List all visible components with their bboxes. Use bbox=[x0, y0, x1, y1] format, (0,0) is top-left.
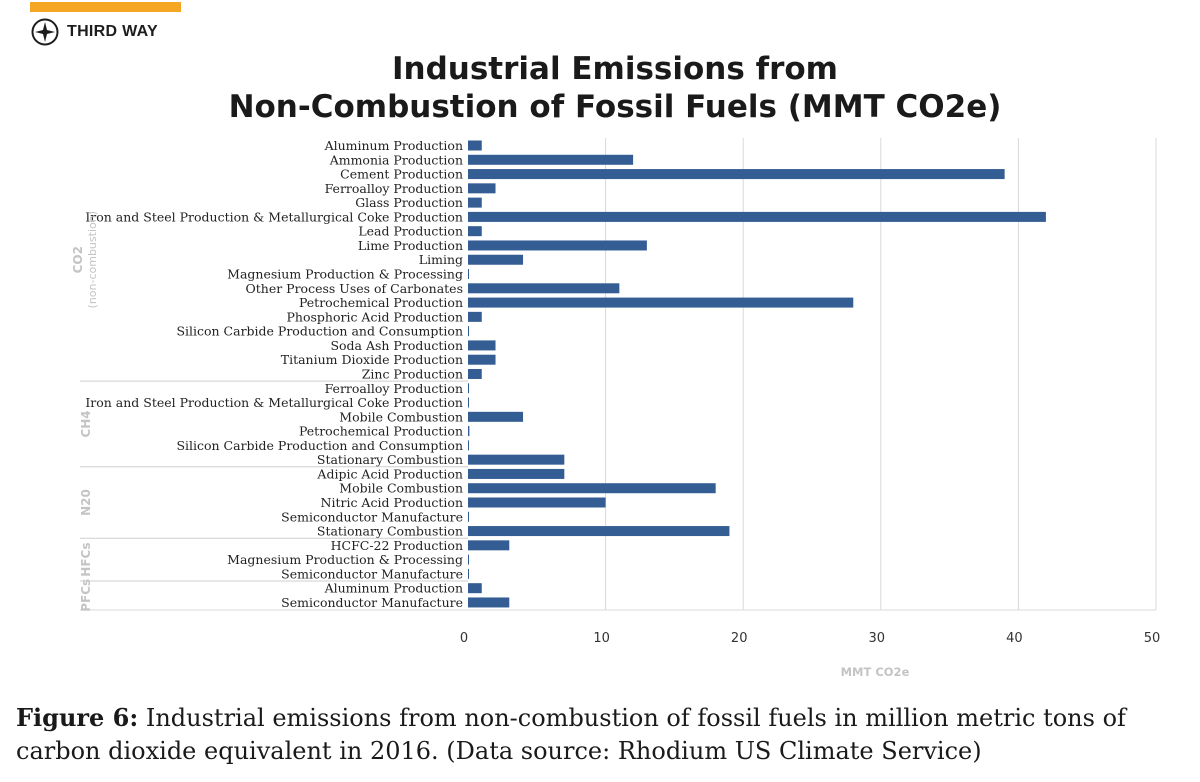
brand-logo: THIRD WAY bbox=[31, 18, 158, 46]
bar-0-11 bbox=[468, 297, 854, 308]
category-label: Semiconductor Manufacture bbox=[281, 595, 463, 610]
bar-0-14 bbox=[468, 340, 496, 351]
group-label-3: HFCs bbox=[79, 543, 93, 577]
category-label: Semiconductor Manufacture bbox=[281, 566, 463, 581]
bar-4-0 bbox=[468, 583, 482, 594]
x-tick-label-1: 10 bbox=[593, 631, 610, 646]
bar-0-9 bbox=[468, 269, 469, 280]
group-label-1: CH4 bbox=[79, 410, 93, 437]
group-label-line: (non-combustion) bbox=[86, 211, 99, 308]
bar-0-7 bbox=[468, 240, 647, 251]
x-axis-label: MMT CO2e bbox=[841, 665, 910, 679]
category-label: Glass Production bbox=[355, 195, 463, 210]
bar-1-4 bbox=[468, 440, 469, 451]
group-label-line: PFCs bbox=[79, 579, 93, 612]
category-label: Ferroalloy Production bbox=[325, 381, 463, 396]
category-label: Iron and Steel Production & Metallurgica… bbox=[85, 209, 463, 224]
bar-0-10 bbox=[468, 283, 620, 294]
bar-0-1 bbox=[468, 154, 634, 165]
category-label: Aluminum Production bbox=[324, 138, 463, 153]
bar-0-6 bbox=[468, 226, 482, 237]
group-label-line: N20 bbox=[79, 489, 93, 516]
bar-0-0 bbox=[468, 140, 482, 151]
bar-2-0 bbox=[468, 468, 565, 479]
category-label: Semiconductor Manufacture bbox=[281, 509, 463, 524]
bar-3-1 bbox=[468, 554, 469, 565]
category-label: Titanium Dioxide Production bbox=[281, 352, 463, 367]
group-label-line: HFCs bbox=[79, 543, 93, 577]
accent-bar bbox=[30, 2, 181, 12]
chart-title: Industrial Emissions from Non-Combustion… bbox=[0, 50, 1200, 126]
figure-caption: Figure 6: Industrial emissions from non-… bbox=[16, 701, 1186, 768]
bar-0-13 bbox=[468, 326, 469, 337]
category-label: Phosphoric Acid Production bbox=[287, 309, 464, 324]
category-label: Nitric Acid Production bbox=[321, 495, 463, 510]
category-label: Lime Production bbox=[358, 238, 463, 253]
bar-2-2 bbox=[468, 497, 606, 508]
bar-4-1 bbox=[468, 597, 510, 608]
bar-3-0 bbox=[468, 540, 510, 551]
category-label: Stationary Combustion bbox=[317, 524, 463, 539]
category-label: Silicon Carbide Production and Consumpti… bbox=[176, 324, 463, 339]
category-label: Silicon Carbide Production and Consumpti… bbox=[176, 438, 463, 453]
category-label: Magnesium Production & Processing bbox=[227, 267, 463, 282]
category-label: Zinc Production bbox=[362, 366, 463, 381]
category-label: HCFC-22 Production bbox=[331, 538, 463, 553]
x-tick-label-2: 20 bbox=[731, 631, 748, 646]
compass-star-icon bbox=[31, 18, 59, 46]
bar-2-3 bbox=[468, 511, 469, 522]
bar-0-15 bbox=[468, 354, 496, 365]
group-label-4: PFCs bbox=[79, 579, 93, 612]
bar-2-1 bbox=[468, 483, 716, 494]
chart-title-line1: Industrial Emissions from bbox=[391, 51, 838, 87]
group-label-line: CH4 bbox=[79, 410, 93, 437]
bar-1-0 bbox=[468, 383, 469, 394]
group-label-2: N20 bbox=[79, 489, 93, 516]
category-label: Ammonia Production bbox=[329, 152, 463, 167]
category-label: Aluminum Production bbox=[324, 581, 463, 596]
bar-1-5 bbox=[468, 454, 565, 465]
bar-0-12 bbox=[468, 311, 482, 322]
category-label: Adipic Acid Production bbox=[316, 466, 463, 481]
category-label: Other Process Uses of Carbonates bbox=[246, 281, 464, 296]
x-tick-label-3: 30 bbox=[869, 631, 886, 646]
x-tick-label-4: 40 bbox=[1006, 631, 1023, 646]
group-label-line: CO2 bbox=[71, 246, 85, 273]
figure-caption-label: Figure 6: bbox=[16, 703, 139, 732]
category-label: Lead Production bbox=[358, 224, 463, 239]
figure-caption-text: Industrial emissions from non-combustion… bbox=[16, 704, 1126, 765]
category-label: Iron and Steel Production & Metallurgica… bbox=[85, 395, 463, 410]
category-label: Petrochemical Production bbox=[299, 295, 463, 310]
x-tick-label-0: 0 bbox=[460, 631, 468, 646]
category-label: Mobile Combustion bbox=[339, 481, 463, 496]
category-label: Liming bbox=[419, 252, 463, 267]
brand-name: THIRD WAY bbox=[67, 23, 159, 40]
bar-0-16 bbox=[468, 368, 482, 379]
x-tick-label-5: 50 bbox=[1144, 631, 1161, 646]
category-label: Stationary Combustion bbox=[317, 452, 463, 467]
bar-0-4 bbox=[468, 197, 482, 208]
category-label: Mobile Combustion bbox=[339, 409, 463, 424]
category-label: Ferroalloy Production bbox=[325, 181, 463, 196]
bar-0-2 bbox=[468, 169, 1005, 180]
group-label-0: CO2(non-combustion) bbox=[71, 211, 99, 308]
bar-1-3 bbox=[468, 426, 470, 437]
bar-1-1 bbox=[468, 397, 469, 408]
bar-0-8 bbox=[468, 254, 524, 265]
category-label: Cement Production bbox=[340, 167, 463, 182]
category-label: Soda Ash Production bbox=[330, 338, 463, 353]
chart-title-line2: Non-Combustion of Fossil Fuels (MMT CO2e… bbox=[228, 89, 1002, 125]
bar-0-5 bbox=[468, 211, 1046, 222]
bar-2-4 bbox=[468, 526, 730, 537]
bar-3-2 bbox=[468, 568, 469, 579]
bar-1-2 bbox=[468, 411, 524, 422]
bar-0-3 bbox=[468, 183, 496, 194]
category-label: Petrochemical Production bbox=[299, 424, 463, 439]
category-label: Magnesium Production & Processing bbox=[227, 552, 463, 567]
